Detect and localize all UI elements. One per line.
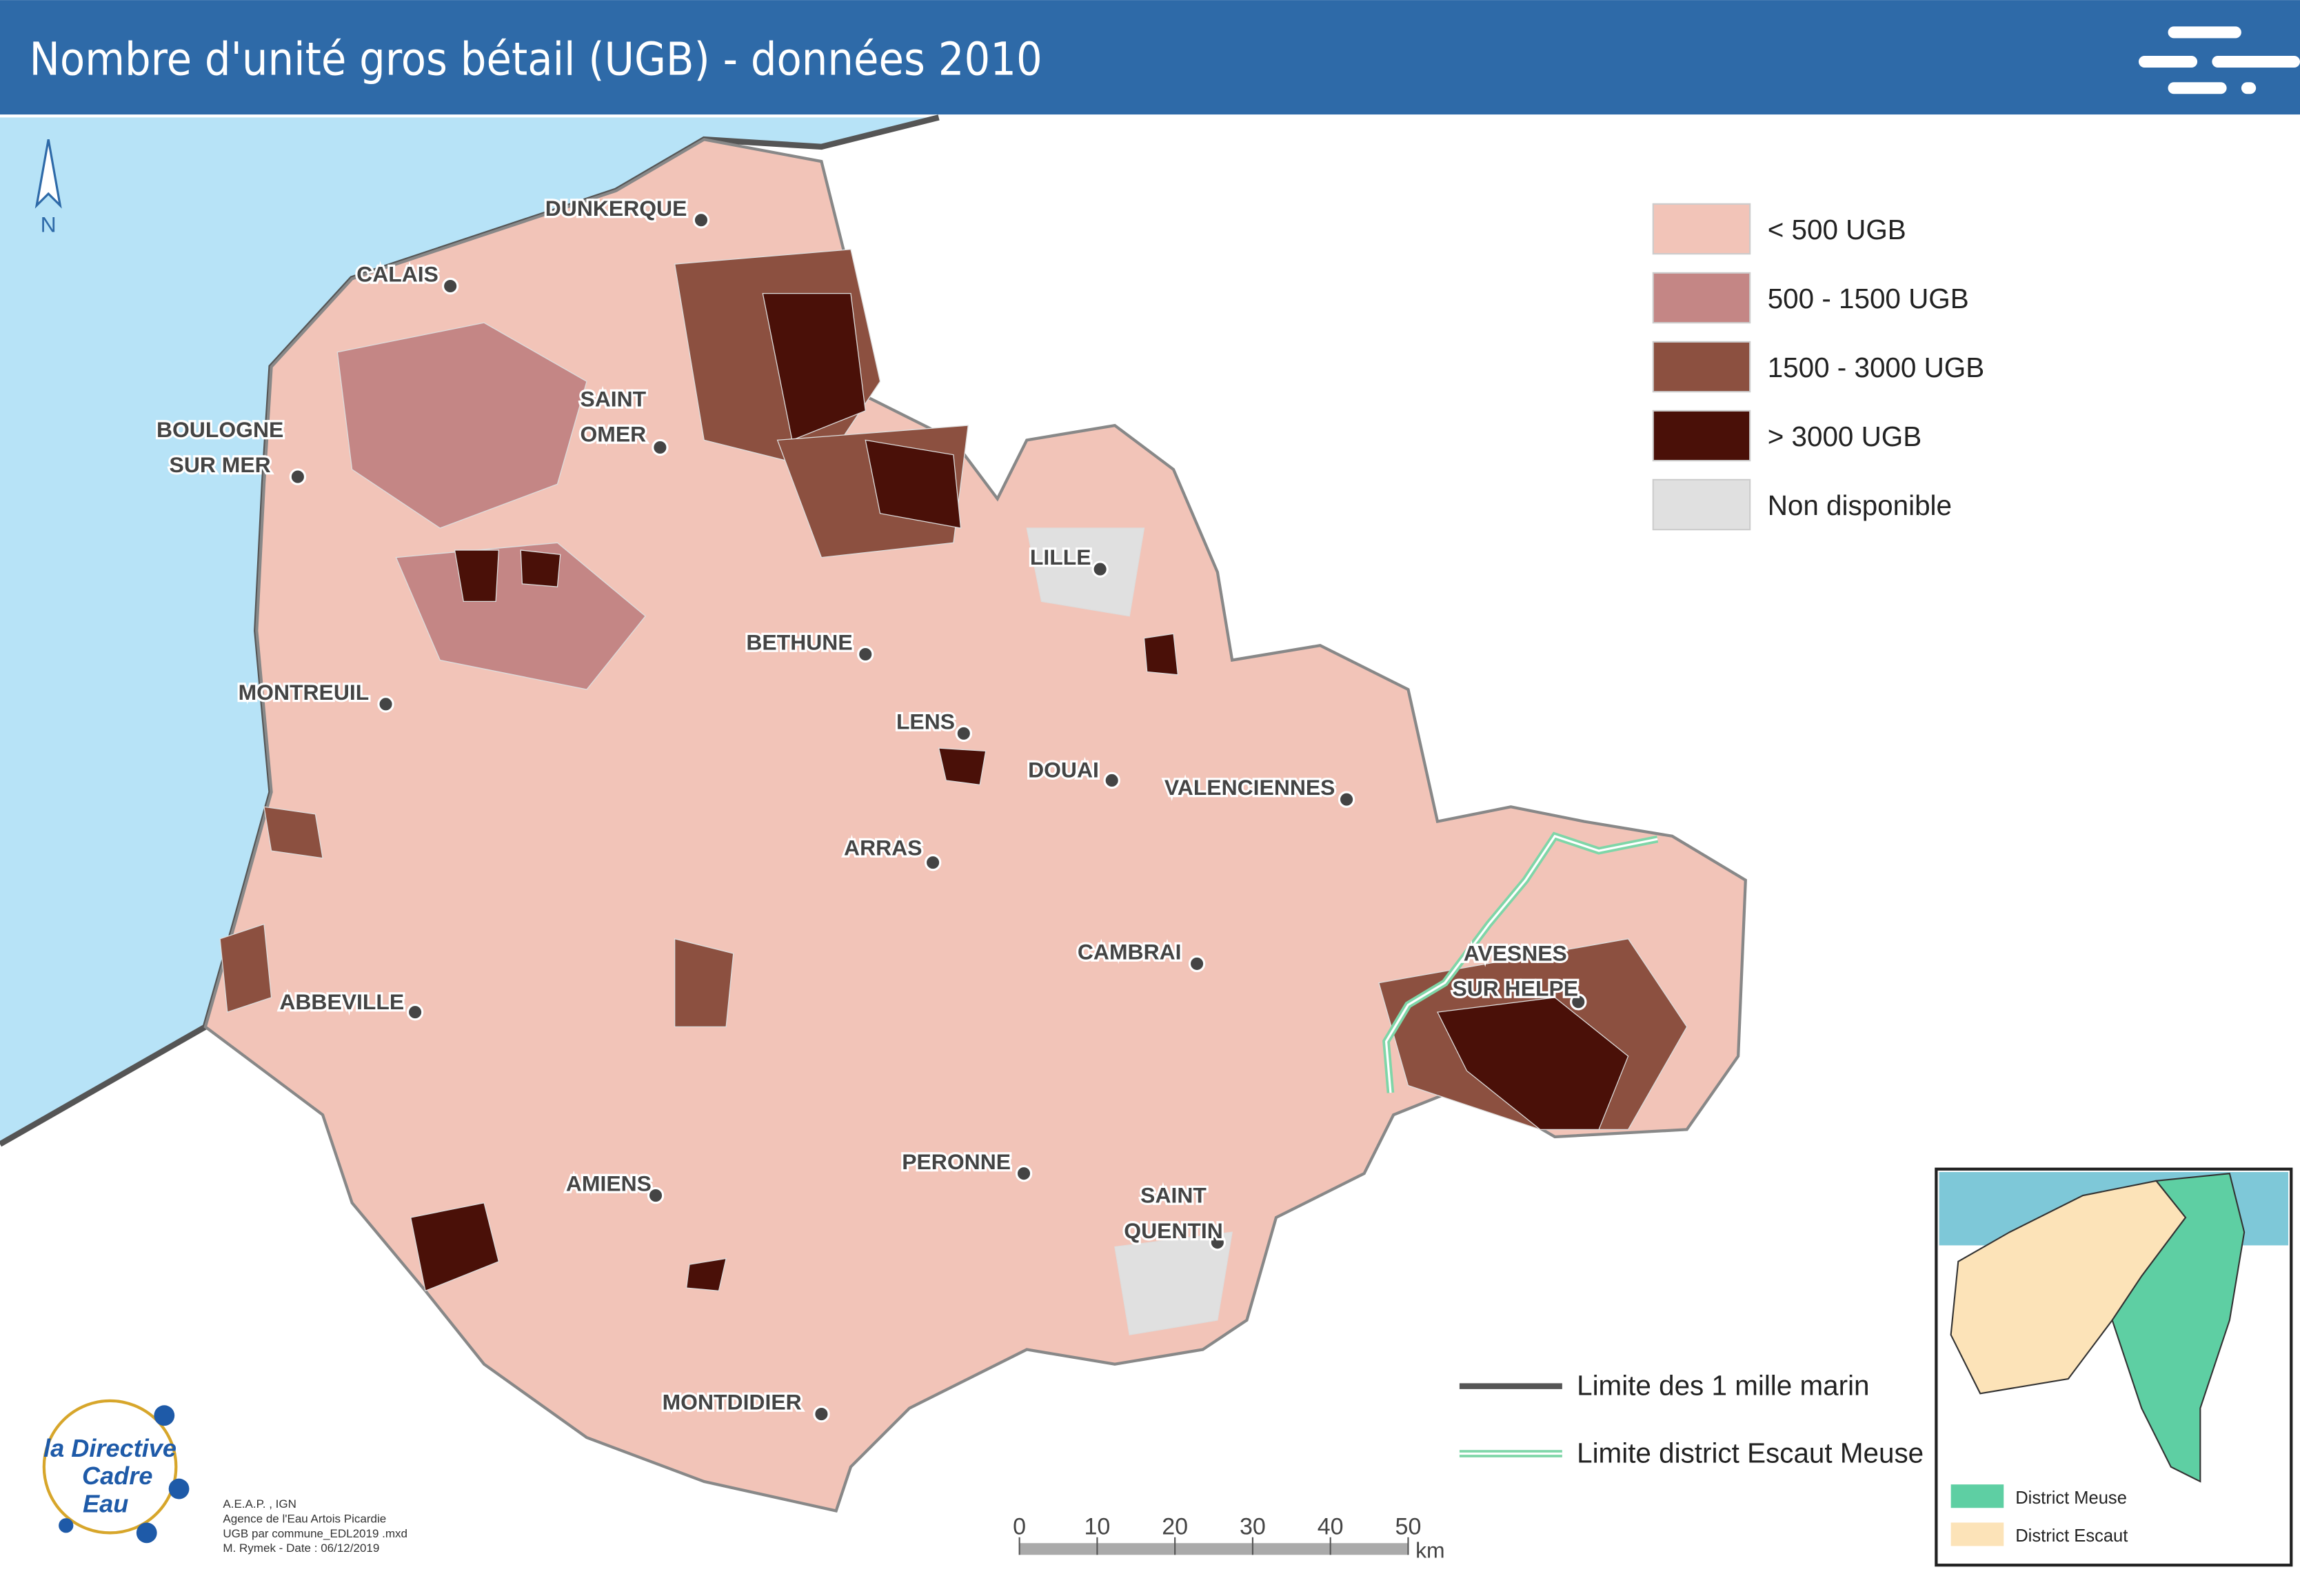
city-label: LILLE	[1030, 545, 1091, 569]
legend-swatch	[1652, 478, 1751, 531]
city-label: SUR HELPE	[1452, 976, 1578, 1001]
header-bar	[0, 0, 2300, 115]
credit-line: Agence de l'Eau Artois Picardie	[223, 1513, 386, 1526]
north-arrow: N	[34, 139, 62, 236]
city-dot	[647, 1186, 665, 1204]
scale-label: 40	[1318, 1514, 1344, 1540]
city-dot	[924, 853, 942, 871]
logo: la Directive Cadre Eau	[42, 1399, 190, 1544]
legend-label: Non disponible	[1768, 489, 1952, 521]
city-dot	[406, 1003, 424, 1021]
city-dot	[1015, 1164, 1033, 1182]
commune-zone	[1114, 1231, 1233, 1335]
commune-zone	[1143, 633, 1179, 676]
legend-label: 500 - 1500 UGB	[1768, 283, 1969, 314]
city-dot	[289, 468, 307, 485]
sea	[0, 117, 939, 1144]
commune-zone	[263, 806, 323, 859]
city-label: OMER	[580, 422, 646, 447]
city-dot	[955, 725, 973, 743]
city-dot	[441, 277, 459, 295]
city-label: BOULOGNE	[157, 417, 283, 442]
city-dot	[1188, 955, 1206, 973]
commune-zone	[938, 747, 987, 786]
city-label: CAMBRAI	[1078, 940, 1182, 964]
city-dot	[377, 696, 394, 713]
credit-line: A.E.A.P. , IGN	[223, 1497, 296, 1511]
commune-zone	[219, 923, 272, 1013]
legend-swatch	[1652, 410, 1751, 462]
legend-label: < 500 UGB	[1768, 214, 1906, 245]
city-label: AVESNES	[1464, 941, 1567, 966]
north-label: N	[41, 212, 57, 236]
line-legend-label: Limite district Escaut Meuse	[1577, 1437, 1924, 1468]
commune-zone	[395, 542, 647, 690]
city-label: SAINT	[580, 386, 646, 411]
city-dot	[1103, 771, 1120, 789]
city-label: DOUAI	[1028, 758, 1099, 782]
commune-zone	[336, 322, 587, 529]
city-label: SAINT	[1140, 1183, 1207, 1208]
scale-label: 0	[1013, 1514, 1026, 1540]
commune-zone	[520, 549, 561, 587]
inset-map: District Meuse District Escaut	[1935, 1167, 2293, 1567]
city-dot	[1091, 560, 1109, 578]
commune-zone	[762, 292, 866, 441]
city-dot	[692, 212, 710, 229]
city-label: MONTDIDIER	[663, 1390, 802, 1415]
city-dot	[857, 645, 874, 663]
city-label: MONTREUIL	[239, 680, 370, 705]
city-label: LENS	[896, 709, 955, 734]
city-label: SUR MER	[170, 452, 271, 477]
commune-zone	[1437, 997, 1629, 1130]
communes	[219, 249, 1688, 1335]
scale-label: 50	[1395, 1514, 1422, 1540]
commune-zone	[1026, 527, 1145, 617]
city-label: QUENTIN	[1124, 1218, 1223, 1243]
commune-zone	[454, 549, 500, 603]
menu-icon[interactable]	[2138, 26, 2300, 94]
scale-unit: km	[1415, 1538, 1445, 1563]
city-dot	[652, 438, 669, 456]
legend-swatch	[1652, 272, 1751, 324]
scale-label: 30	[1240, 1514, 1266, 1540]
logo-text: Cadre	[82, 1462, 152, 1490]
scale-label: 20	[1162, 1514, 1188, 1540]
legend-swatch	[1652, 341, 1751, 393]
district-limit-core	[1384, 834, 1658, 1093]
commune-zone	[685, 1257, 727, 1292]
city-dot	[1570, 993, 1587, 1011]
city-label: AMIENS	[566, 1171, 652, 1196]
city-label: PERONNE	[902, 1149, 1011, 1174]
inset-legend-label: District Meuse	[2015, 1488, 2127, 1508]
city-dot	[1209, 1233, 1227, 1251]
scale-bar	[1019, 1543, 1409, 1555]
credit-line: M. Rymek - Date : 06/12/2019	[223, 1542, 379, 1555]
city-dot	[813, 1405, 830, 1423]
city-label: ARRAS	[844, 835, 922, 860]
commune-zone	[410, 1202, 500, 1292]
legend-label: > 3000 UGB	[1768, 421, 1921, 452]
credit-line: UGB par commune_EDL2019 .mxd	[223, 1527, 407, 1540]
legend-swatch	[1652, 203, 1751, 255]
city-label: BETHUNE	[746, 630, 852, 655]
scale-label: 10	[1084, 1514, 1110, 1540]
line-legend-label: Limite des 1 mille marin	[1577, 1369, 1869, 1401]
logo-text: la Directive	[43, 1434, 176, 1462]
logo-text: Eau	[83, 1490, 128, 1518]
header-title: Nombre d'unité gros bétail (UGB) - donné…	[30, 33, 1042, 86]
legend-label: 1500 - 3000 UGB	[1768, 352, 1984, 383]
commune-zone	[674, 938, 734, 1028]
city-label: VALENCIENNES	[1164, 775, 1335, 800]
city-label: CALAIS	[356, 262, 438, 287]
commune-zone	[865, 439, 962, 529]
city-label: ABBEVILLE	[279, 989, 404, 1014]
region	[203, 137, 1747, 1513]
inset-legend-label: District Escaut	[2015, 1526, 2128, 1546]
city-dot	[1338, 791, 1355, 808]
city-label: DUNKERQUE	[545, 196, 687, 221]
